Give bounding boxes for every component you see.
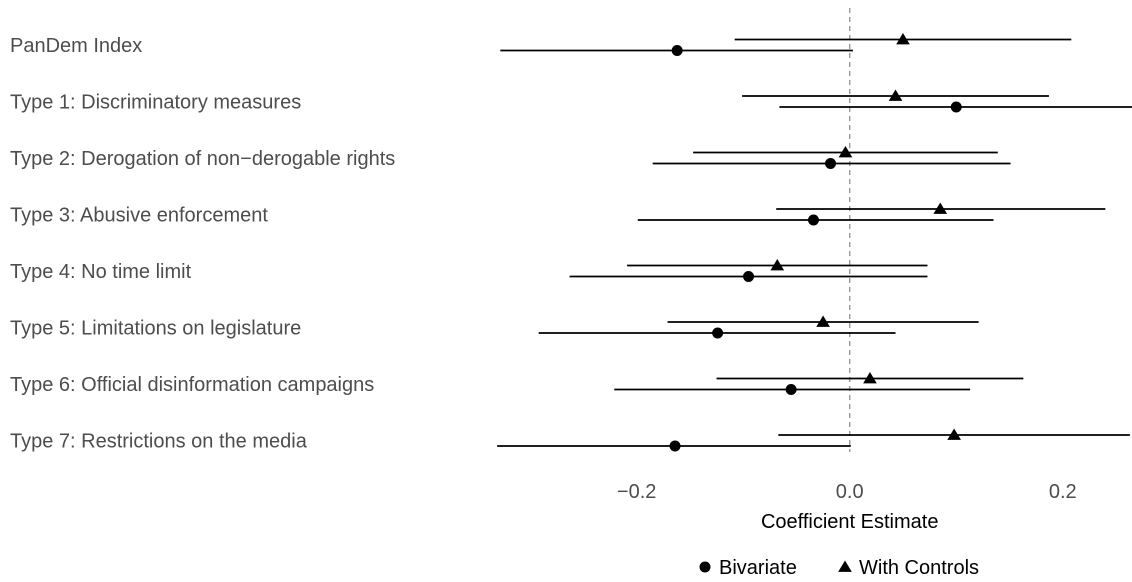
legend-circle-icon [699, 561, 711, 573]
x-tick-label: 0.2 [1049, 481, 1077, 503]
legend: Bivariate With Controls [699, 557, 979, 579]
category-label: Type 6: Official disinformation campaign… [10, 374, 374, 396]
bivariate-point [785, 384, 797, 395]
with-controls-point [816, 315, 830, 327]
with-controls-point [838, 146, 853, 158]
category-label: Type 2: Derogation of non−derogable righ… [10, 148, 395, 170]
with-controls-point [933, 202, 948, 214]
chart-marks [497, 33, 1132, 452]
with-controls-point [947, 428, 961, 440]
with-controls-point [863, 372, 877, 384]
category-label: Type 5: Limitations on legislature [10, 318, 301, 340]
legend-label: With Controls [859, 557, 979, 579]
with-controls-point [888, 89, 903, 101]
with-controls-point [770, 259, 785, 271]
with-controls-point [896, 33, 910, 45]
x-tick-label: −0.2 [617, 481, 656, 503]
bivariate-point [950, 101, 962, 113]
category-label: Type 1: Discriminatory measures [10, 92, 301, 114]
category-label: PanDem Index [10, 35, 142, 57]
x-tick-label: 0.0 [836, 481, 864, 503]
bivariate-point [669, 440, 681, 452]
category-labels: PanDem Index Type 1: Discriminatory measu… [10, 35, 395, 453]
x-axis-label: Coefficient Estimate [761, 511, 939, 533]
category-label: Type 7: Restrictions on the media [10, 431, 308, 453]
category-label: Type 3: Abusive enforcement [10, 205, 268, 227]
bivariate-point [825, 158, 837, 169]
category-label: Type 4: No time limit [10, 261, 192, 283]
x-axis: −0.2 0.0 0.2 Coefficient Estimate [617, 481, 1077, 533]
legend-label: Bivariate [719, 557, 797, 579]
bivariate-point [712, 327, 724, 339]
bivariate-point [743, 271, 755, 282]
legend-triangle-icon [838, 560, 852, 572]
bivariate-point [671, 45, 683, 56]
bivariate-point [808, 214, 819, 226]
